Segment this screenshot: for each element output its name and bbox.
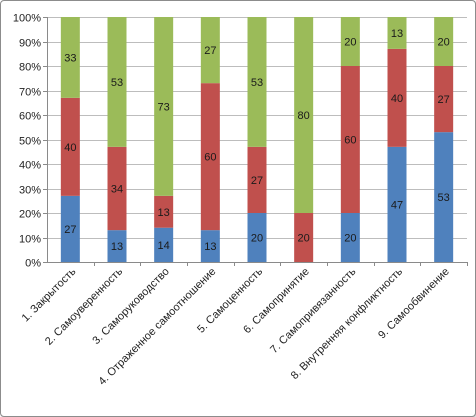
- data-label: 34: [111, 184, 123, 196]
- bar-segment: [294, 17, 314, 213]
- bar-segment: [247, 213, 267, 262]
- category-label: 2. Самоуверенность: [43, 265, 125, 347]
- category-label: 7. Самопривязанность: [268, 265, 358, 355]
- data-label: 60: [344, 135, 356, 147]
- y-tick-label: 80%: [19, 62, 41, 74]
- y-tick-label: 20%: [19, 209, 41, 221]
- bar-segment: [200, 230, 220, 262]
- data-label: 80: [298, 110, 310, 122]
- data-label: 20: [298, 233, 310, 245]
- data-label: 40: [64, 142, 76, 154]
- y-tick-label: 30%: [19, 185, 41, 197]
- bar-segment: [154, 195, 174, 228]
- data-label: 14: [158, 240, 170, 252]
- y-tick-label: 10%: [19, 234, 41, 246]
- bar-segment: [387, 48, 407, 147]
- bar-segment: [340, 213, 360, 262]
- y-tick-label: 90%: [19, 38, 41, 50]
- bar-segment: [60, 17, 80, 98]
- y-tick-label: 70%: [19, 87, 41, 99]
- data-label: 47: [391, 199, 403, 211]
- y-tick-label: 40%: [19, 160, 41, 172]
- data-label: 20: [344, 37, 356, 49]
- bar-segment: [60, 97, 80, 196]
- bar-segment: [200, 83, 220, 231]
- y-tick-label: 100%: [13, 13, 41, 25]
- data-label: 13: [111, 241, 123, 253]
- bar-segment: [107, 146, 127, 231]
- y-tick-label: 0%: [25, 258, 41, 270]
- data-label: 53: [251, 77, 263, 89]
- data-label: 13: [391, 28, 403, 40]
- bar-segment: [387, 17, 407, 49]
- bar-segment: [247, 17, 267, 147]
- data-label: 27: [204, 45, 216, 57]
- data-label: 27: [438, 94, 450, 106]
- category-label: 3. Саморуководство: [90, 266, 171, 347]
- data-label: 40: [391, 93, 403, 105]
- bar-segment: [107, 17, 127, 147]
- data-label: 73: [158, 101, 170, 113]
- data-label: 60: [204, 152, 216, 164]
- bar-segment: [434, 17, 454, 66]
- bar-segment: [247, 146, 267, 213]
- bar-segment: [340, 17, 360, 66]
- data-label: 27: [251, 175, 263, 187]
- bar-segment: [434, 132, 454, 262]
- data-label: 27: [64, 224, 76, 236]
- data-label: 13: [204, 241, 216, 253]
- bar-segment: [60, 195, 80, 262]
- bar-segment: [107, 230, 127, 262]
- bar-segment: [200, 17, 220, 84]
- bar-segment: [434, 66, 454, 133]
- data-label: 13: [158, 207, 170, 219]
- bar-segment: [387, 146, 407, 262]
- data-label: 33: [64, 52, 76, 64]
- data-label: 53: [111, 77, 123, 89]
- bar-segment: [294, 213, 314, 262]
- bar-segment: [154, 17, 174, 196]
- bar-segment: [340, 66, 360, 213]
- data-label: 20: [344, 233, 356, 245]
- bar-segment: [154, 227, 174, 262]
- y-tick-label: 50%: [19, 136, 41, 148]
- data-label: 20: [251, 233, 263, 245]
- data-label: 53: [438, 192, 450, 204]
- y-tick-label: 60%: [19, 111, 41, 123]
- data-label: 20: [438, 37, 450, 49]
